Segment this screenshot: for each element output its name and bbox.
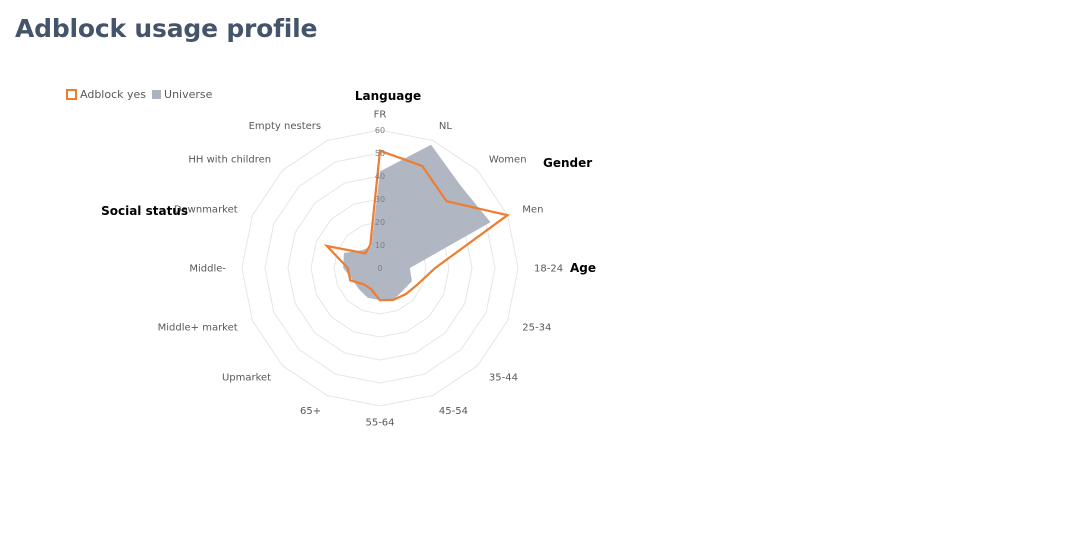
legend-swatch-adblock [66, 89, 77, 100]
category-label: 55-64 [365, 418, 394, 429]
category-label: 25-34 [522, 322, 551, 333]
chart-legend: Adblock yes Universe [66, 88, 212, 101]
radial-tick-label: 20 [375, 218, 385, 227]
legend-swatch-universe [152, 90, 162, 99]
radial-tick-label: 60 [375, 126, 385, 135]
radial-tick-label: 50 [375, 149, 385, 158]
category-label: NL [439, 121, 452, 132]
category-label: 65+ [300, 406, 321, 417]
legend-label-adblock: Adblock yes [80, 88, 147, 101]
legend-item-adblock: Adblock yes [66, 88, 146, 101]
radial-tick-label: 10 [375, 241, 385, 250]
category-label: FR [374, 110, 387, 121]
group-label: Age [570, 261, 596, 275]
group-label: Gender [543, 156, 592, 170]
legend-item-universe: Universe [150, 88, 212, 101]
series-line-adblock [323, 149, 511, 302]
radial-tick-label: 30 [375, 195, 385, 204]
category-label: Empty nesters [249, 121, 322, 132]
radial-tick-label: 0 [377, 264, 382, 273]
legend-label-universe: Universe [164, 88, 213, 101]
group-label: Social status [101, 204, 188, 218]
category-label: HH with children [188, 155, 271, 166]
category-label: Middle- [189, 264, 226, 275]
category-label: 18-24 [534, 264, 563, 275]
grid-ring [241, 129, 519, 407]
category-label: Downmarket [174, 205, 238, 216]
category-label: Men [522, 205, 543, 216]
category-label: Middle+ market [158, 322, 238, 333]
radial-tick-label: 40 [375, 172, 385, 181]
page-title: Adblock usage profile [15, 14, 318, 43]
category-label: Upmarket [222, 372, 271, 383]
category-label: Women [489, 155, 527, 166]
category-label: 35-44 [489, 372, 518, 383]
series-area-universe [343, 144, 491, 301]
category-label: 45-54 [439, 406, 468, 417]
group-label: Language [355, 89, 421, 103]
